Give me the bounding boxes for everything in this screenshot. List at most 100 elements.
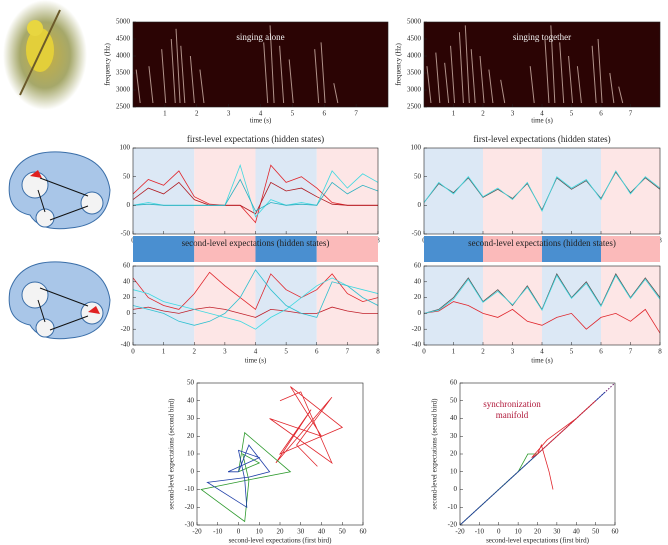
syllable bbox=[458, 32, 464, 104]
syllable bbox=[544, 38, 550, 104]
bird-photo bbox=[3, 0, 87, 110]
x-tick-label: 40 bbox=[318, 528, 326, 536]
y-tick-label: 5000 bbox=[116, 18, 131, 26]
strip-band bbox=[542, 236, 601, 262]
syllable bbox=[435, 52, 441, 104]
chart-title: first-level expectations (hidden states) bbox=[187, 134, 324, 144]
y-tick-label: -40 bbox=[121, 341, 131, 349]
y-tick-label: 0 bbox=[454, 485, 458, 493]
y-tick-label: 0 bbox=[418, 201, 422, 209]
y-tick-label: 0 bbox=[191, 467, 195, 475]
y-tick-label: -20 bbox=[412, 325, 422, 333]
x-tick-label: 0 bbox=[237, 528, 241, 536]
syllable bbox=[199, 69, 205, 104]
y-tick-label: 20 bbox=[187, 432, 195, 440]
x-tick-label: 50 bbox=[339, 528, 347, 536]
band bbox=[316, 148, 378, 234]
y-tick-label: 30 bbox=[187, 414, 195, 422]
x-tick-label: 6 bbox=[599, 348, 603, 356]
series-line bbox=[133, 269, 378, 326]
band bbox=[601, 266, 660, 345]
strip-band bbox=[316, 236, 378, 262]
syllable bbox=[175, 28, 181, 104]
y-tick-label: 40 bbox=[450, 414, 458, 422]
x-tick-label: 1 bbox=[162, 348, 166, 356]
y-tick-label: 30 bbox=[450, 432, 458, 440]
series-line bbox=[133, 277, 378, 330]
syllable bbox=[479, 55, 485, 104]
y-tick-label: 40 bbox=[123, 277, 131, 285]
band bbox=[133, 148, 195, 234]
series-line bbox=[424, 301, 660, 334]
band bbox=[424, 266, 483, 345]
y-tick-label: 2500 bbox=[407, 103, 422, 111]
x-tick-label: 7 bbox=[346, 348, 350, 356]
x-tick-label: 7 bbox=[629, 348, 633, 356]
syllable bbox=[488, 69, 494, 104]
plot bbox=[200, 386, 344, 523]
syllable bbox=[529, 66, 535, 104]
y-tick-label: 5000 bbox=[407, 18, 422, 26]
x-tick-label: 30 bbox=[553, 528, 561, 536]
band bbox=[601, 148, 660, 234]
plot bbox=[460, 383, 615, 525]
x-tick-label: 10 bbox=[256, 528, 264, 536]
strip-band bbox=[424, 236, 483, 262]
y-axis-label: frequency (Hz) bbox=[395, 43, 403, 86]
syllable bbox=[559, 42, 565, 104]
x-tick-label: 2 bbox=[193, 348, 197, 356]
x-tick-label: 4 bbox=[540, 348, 544, 356]
x-tick-label: 3 bbox=[511, 110, 515, 118]
x-tick-label: 1 bbox=[163, 110, 167, 118]
y-tick-label: -10 bbox=[448, 503, 458, 511]
syllable bbox=[464, 25, 470, 104]
annotation: synchronization bbox=[483, 399, 541, 409]
x-tick-label: 6 bbox=[599, 110, 603, 118]
y-tick-label: 4000 bbox=[407, 52, 422, 60]
x-axis-label: time (s) bbox=[250, 117, 272, 125]
x-tick-label: 20 bbox=[277, 528, 285, 536]
x-tick-label: 5 bbox=[570, 110, 574, 118]
syllable bbox=[161, 49, 167, 104]
y-tick-label: -20 bbox=[448, 521, 458, 529]
y-tick-label: 0 bbox=[418, 309, 422, 317]
x-tick-label: 2 bbox=[195, 110, 199, 118]
y-tick-label: 3500 bbox=[116, 69, 131, 77]
y-tick-label: 60 bbox=[450, 379, 458, 387]
y-axis-label: second-level expectations (second bird) bbox=[431, 398, 439, 510]
plot bbox=[426, 25, 624, 104]
syllable bbox=[314, 49, 320, 104]
series-line bbox=[206, 444, 271, 509]
y-tick-label: 50 bbox=[123, 172, 131, 180]
y-tick-label: -40 bbox=[412, 341, 422, 349]
x-tick-label: 1 bbox=[452, 110, 456, 118]
strip-band bbox=[133, 236, 195, 262]
syllable bbox=[444, 62, 450, 104]
x-tick-label: 10 bbox=[515, 528, 523, 536]
syllable bbox=[591, 45, 597, 104]
chart-title: second-level expectations (hidden states… bbox=[468, 238, 616, 248]
syllable bbox=[576, 66, 582, 104]
y-tick-label: -30 bbox=[185, 521, 195, 529]
x-tick-label: 40 bbox=[573, 528, 581, 536]
y-tick-label: -50 bbox=[412, 230, 422, 238]
plot bbox=[424, 170, 660, 213]
syllable bbox=[470, 49, 476, 104]
syllable bbox=[568, 55, 574, 104]
syllable bbox=[426, 66, 432, 104]
y-tick-label: 20 bbox=[414, 293, 422, 301]
x-tick-label: 4 bbox=[259, 110, 263, 118]
y-tick-label: 4500 bbox=[407, 35, 422, 43]
y-tick-label: 50 bbox=[187, 379, 195, 387]
x-tick-label: 7 bbox=[354, 110, 358, 118]
syllable bbox=[189, 55, 195, 104]
y-axis-label: frequency (Hz) bbox=[104, 43, 112, 86]
syllable bbox=[320, 42, 326, 104]
y-tick-label: 20 bbox=[450, 450, 458, 458]
series-line bbox=[531, 400, 596, 490]
x-tick-label: 5 bbox=[291, 110, 295, 118]
x-tick-label: 4 bbox=[540, 110, 544, 118]
syllable bbox=[180, 45, 186, 104]
x-tick-label: 8 bbox=[658, 348, 662, 356]
